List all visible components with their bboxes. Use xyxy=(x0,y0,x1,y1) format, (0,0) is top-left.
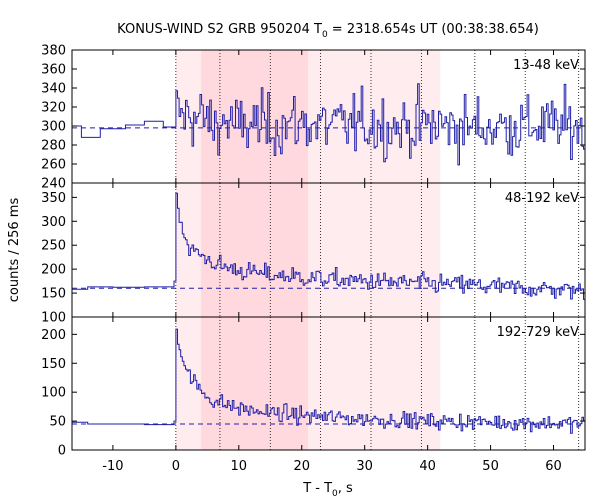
y-tick-label-2: 150 xyxy=(41,357,66,372)
y-tick-label-0: 260 xyxy=(41,158,66,173)
y-tick-label-2: 100 xyxy=(41,386,66,401)
x-tick-label: 30 xyxy=(356,459,373,474)
x-tick-label: 50 xyxy=(482,459,499,474)
y-tick-label-1: 150 xyxy=(41,287,66,302)
x-tick-label: 0 xyxy=(172,459,180,474)
panel-label-2: 192-729 keV xyxy=(497,325,580,340)
y-tick-label-0: 320 xyxy=(41,101,66,116)
light-curve-2 xyxy=(72,328,585,434)
y-tick-label-1: 250 xyxy=(41,239,66,254)
light-curve-0 xyxy=(72,83,585,166)
y-tick-label-1: 300 xyxy=(41,215,66,230)
y-axis-label: counts / 256 ms xyxy=(7,198,22,303)
y-tick-label-1: 350 xyxy=(41,191,66,206)
x-tick-label: 20 xyxy=(293,459,310,474)
x-tick-label: -10 xyxy=(102,459,123,474)
panel-frame-2 xyxy=(71,316,586,451)
y-tick-label-1: 100 xyxy=(41,311,66,326)
x-axis-label: T - T0, s xyxy=(302,481,353,499)
y-tick-label-2: 50 xyxy=(49,415,66,430)
y-tick-label-0: 280 xyxy=(41,139,66,154)
x-tick-label: 40 xyxy=(419,459,436,474)
y-tick-label-0: 240 xyxy=(41,177,66,192)
light-curve-1 xyxy=(72,192,585,300)
panel-label-0: 13-48 keV xyxy=(513,58,579,73)
y-tick-label-2: 200 xyxy=(41,328,66,343)
panel-label-1: 48-192 keV xyxy=(505,191,579,206)
y-tick-label-0: 360 xyxy=(41,63,66,78)
x-tick-label: 60 xyxy=(545,459,562,474)
y-tick-label-1: 200 xyxy=(41,263,66,278)
y-tick-label-0: 380 xyxy=(41,44,66,59)
y-tick-label-2: 0 xyxy=(58,444,66,459)
y-tick-label-0: 300 xyxy=(41,120,66,135)
x-tick-label: 10 xyxy=(231,459,248,474)
y-tick-label-0: 340 xyxy=(41,82,66,97)
chart-title: KONUS-WIND S2 GRB 950204 T0 = 2318.654s … xyxy=(117,22,539,40)
